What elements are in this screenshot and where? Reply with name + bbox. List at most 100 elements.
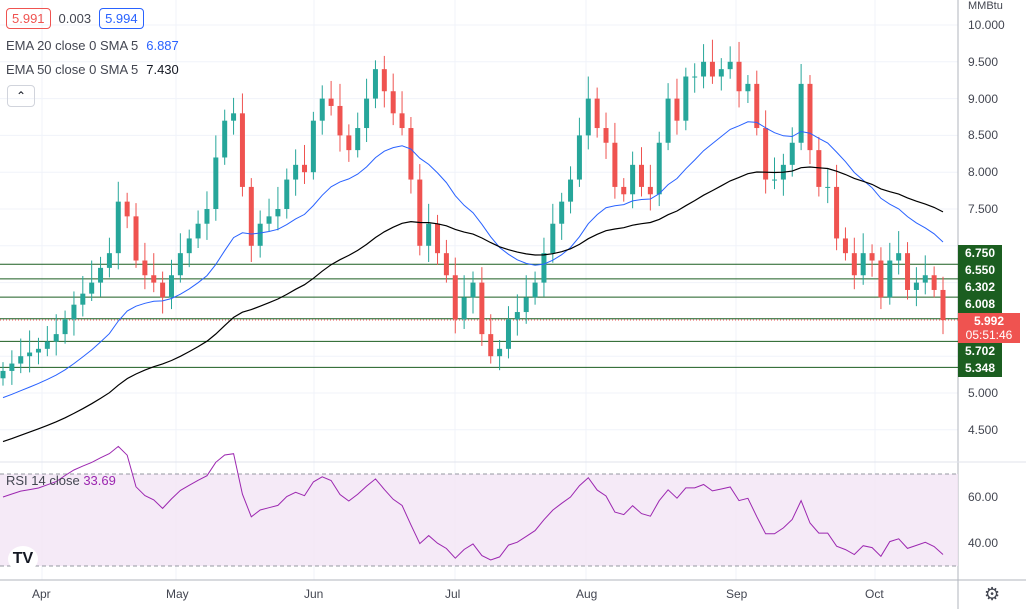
rsi-legend[interactable]: RSI 14 close 33.69 <box>6 473 116 488</box>
spread: 0.003 <box>58 11 92 26</box>
candle-body <box>142 260 148 276</box>
candle-body <box>674 98 680 121</box>
gear-icon[interactable]: ⚙ <box>984 584 1001 604</box>
candle-body <box>692 76 698 78</box>
candle-body <box>186 238 192 254</box>
candle-body <box>302 164 308 173</box>
candle-body <box>798 83 804 143</box>
ask-box[interactable]: 5.994 <box>99 8 144 29</box>
candle-body <box>638 164 644 187</box>
ema20-value: 6.887 <box>146 38 179 53</box>
price-tick: 5.000 <box>968 386 999 400</box>
rsi-line <box>2 445 944 561</box>
level-label: 6.750 <box>958 245 1002 262</box>
price-unit: MMBtu <box>968 0 1003 12</box>
ema20-label: EMA 20 close 0 SMA 5 <box>6 38 139 53</box>
candle-body <box>594 98 600 129</box>
candle-body <box>922 275 928 283</box>
candle-body <box>505 319 511 349</box>
candle-body <box>576 135 582 180</box>
price-tick: 8.000 <box>968 165 999 180</box>
candle-body <box>736 61 742 92</box>
current-price-label: 5.992 05:51:46 <box>958 313 1020 343</box>
candle-body <box>745 83 751 92</box>
candle-body <box>701 61 707 77</box>
tradingview-logo[interactable]: TV <box>8 546 38 572</box>
candle-body <box>435 223 441 254</box>
quote-legend: 5.991 0.003 5.994 <box>6 8 144 29</box>
candle-body <box>160 282 166 298</box>
candle-body <box>709 61 715 77</box>
current-price: 5.992 <box>973 314 1005 328</box>
ema50-label: EMA 50 close 0 SMA 5 <box>6 62 139 77</box>
candle-body <box>905 253 911 290</box>
candle-body <box>603 128 609 143</box>
candle-body <box>231 113 237 121</box>
level-label: 6.008 <box>958 296 1002 313</box>
price-tick: 9.000 <box>968 91 999 106</box>
candle-body <box>488 334 494 357</box>
candle-body <box>612 142 618 187</box>
time-tick: Apr <box>32 587 51 601</box>
candle-body <box>896 253 902 261</box>
candle-body <box>18 356 24 364</box>
candle-body <box>718 69 724 77</box>
candle-body <box>443 253 449 276</box>
candle-body <box>807 83 813 151</box>
price-tick: 9.500 <box>968 54 999 69</box>
candle-body <box>133 216 139 261</box>
candle-body <box>647 186 653 195</box>
candle-body <box>355 128 361 151</box>
ema50-value: 7.430 <box>146 62 179 77</box>
time-tick: Sep <box>726 587 748 601</box>
candle-body <box>842 238 848 254</box>
candle-body <box>124 201 130 217</box>
candle-body <box>851 253 857 276</box>
candle-body <box>213 157 219 209</box>
price-tick: 8.500 <box>968 128 999 143</box>
candle-body <box>381 69 387 92</box>
candle-body <box>98 267 104 283</box>
candle-body <box>541 253 547 283</box>
candle-body <box>0 370 6 379</box>
ema50-legend[interactable]: EMA 50 close 0 SMA 5 7.430 <box>6 62 179 77</box>
candle-body <box>293 164 299 180</box>
candle-body <box>364 98 370 129</box>
level-label: 6.302 <box>958 279 1002 296</box>
candle-body <box>27 352 33 357</box>
collapse-legend-button[interactable]: ⌃ <box>7 85 35 107</box>
candle-body <box>44 341 50 349</box>
bar-countdown: 05:51:46 <box>965 328 1013 342</box>
candle-body <box>550 223 556 254</box>
candle-body <box>426 223 432 246</box>
bid-box[interactable]: 5.991 <box>6 8 51 29</box>
candle-body <box>204 209 210 224</box>
candle-body <box>195 223 201 239</box>
candle-body <box>9 363 15 371</box>
candle-body <box>71 304 77 320</box>
candle-body <box>408 128 414 180</box>
time-tick: Jun <box>304 587 324 601</box>
candle-body <box>683 76 689 121</box>
candle-body <box>940 289 946 321</box>
rsi-label: RSI 14 close <box>6 473 80 488</box>
candle-body <box>53 334 59 342</box>
candle-body <box>266 216 272 224</box>
candle-body <box>887 260 893 298</box>
candle-body <box>89 282 95 294</box>
candle-body <box>754 83 760 129</box>
rsi-tick-60: 60.00 <box>968 490 999 504</box>
candle-body <box>372 69 378 99</box>
ema20-legend[interactable]: EMA 20 close 0 SMA 5 6.887 <box>6 38 179 53</box>
price-tick: 7.500 <box>968 202 999 216</box>
candle-body <box>497 348 503 357</box>
candle-body <box>35 348 41 353</box>
time-tick: Aug <box>576 587 598 601</box>
candle-body <box>470 282 476 298</box>
candle-body <box>310 120 316 173</box>
candle-body <box>337 105 343 136</box>
rsi-tick-40: 40.00 <box>968 536 999 550</box>
candle-body <box>931 275 937 290</box>
rsi-band <box>0 474 958 566</box>
